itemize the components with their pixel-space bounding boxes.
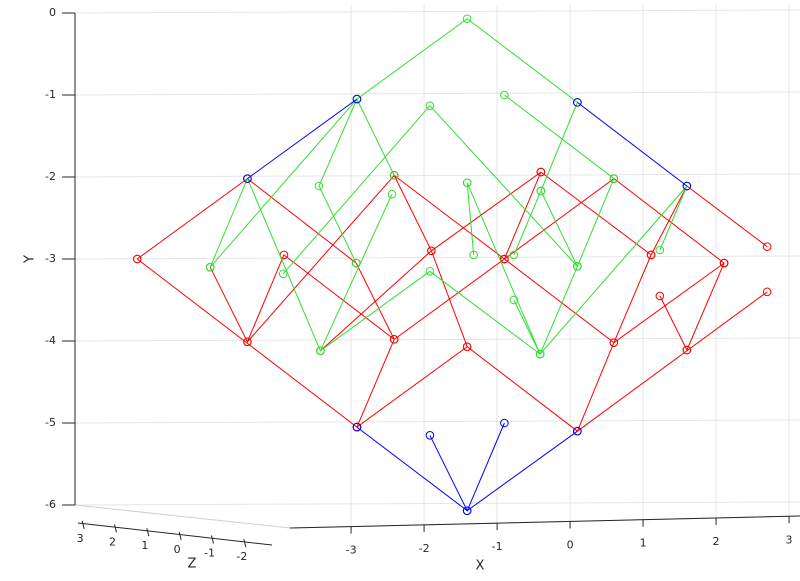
data-point	[389, 171, 399, 180]
y-tick-label: -4	[45, 334, 56, 347]
z-tick-label: 1	[141, 539, 148, 552]
data-point	[573, 262, 582, 271]
data-point	[425, 431, 435, 440]
data-point	[462, 342, 472, 352]
y-tick-label: -2	[45, 170, 56, 183]
data-point	[509, 250, 519, 260]
grid-line	[74, 91, 800, 96]
x-axis-title: X	[476, 559, 485, 574]
data-point	[762, 287, 772, 297]
floor-edge	[74, 504, 291, 529]
data-point	[427, 246, 436, 256]
data-point	[682, 181, 692, 191]
y-tick-label: 0	[49, 6, 56, 19]
data-point	[655, 245, 665, 255]
data-point	[536, 186, 546, 196]
data-point	[352, 94, 362, 104]
data-point	[462, 506, 472, 516]
data-point	[762, 242, 772, 251]
x-tick-label: -1	[492, 540, 503, 553]
z-axis-title: Z	[188, 557, 197, 572]
data-point	[682, 345, 692, 355]
grid	[74, 5, 800, 527]
data-point	[243, 337, 252, 347]
grid-line	[74, 419, 800, 424]
y-axis-title: Y	[23, 255, 38, 264]
z-tick-label: 2	[109, 536, 116, 549]
z-tick-label: -1	[204, 547, 215, 560]
data-point	[425, 101, 435, 110]
data-point	[352, 422, 362, 432]
data-point	[573, 98, 582, 107]
data-point	[500, 254, 509, 264]
x-tick-label: 2	[713, 535, 720, 548]
data-point	[462, 14, 472, 24]
data-point	[316, 346, 325, 356]
data-point	[509, 295, 519, 305]
series-line	[136, 171, 768, 432]
data-point	[243, 174, 252, 183]
x-tick-label: -2	[419, 542, 430, 555]
data-point	[535, 349, 545, 359]
z-axis-line	[77, 522, 273, 546]
data-point	[389, 335, 399, 344]
y-tick-label: -5	[45, 416, 56, 429]
data-point	[469, 250, 479, 260]
x-tick-label: 3	[786, 533, 793, 546]
z-tick-label: -2	[236, 550, 247, 563]
y-tick-label: -6	[45, 498, 56, 511]
data-point	[278, 269, 288, 279]
z-tick	[178, 531, 182, 540]
data-point	[314, 181, 324, 191]
data-point	[132, 254, 142, 264]
data-point	[351, 258, 361, 268]
z-tick-label: 3	[77, 532, 84, 545]
data-point	[387, 189, 397, 199]
grid-line	[74, 337, 800, 342]
y-tick-label: -3	[45, 252, 56, 265]
grid-line	[74, 501, 800, 506]
z-tick	[81, 520, 85, 529]
data-point	[609, 174, 619, 183]
x-axis-line	[289, 515, 800, 529]
data-point	[646, 250, 656, 260]
data-point	[500, 418, 509, 428]
series-line	[247, 98, 688, 512]
data-point	[719, 258, 729, 268]
data-point	[573, 426, 582, 436]
grid-line	[74, 255, 800, 260]
x-tick-label: 0	[567, 538, 574, 551]
y-tick-label: -1	[45, 88, 56, 101]
z-tick-label: 0	[174, 543, 181, 556]
x-tick-label: -3	[346, 544, 357, 557]
z-tick	[243, 539, 247, 548]
series-line	[209, 18, 688, 356]
grid-line	[74, 9, 800, 14]
data-point	[425, 267, 435, 276]
data-point	[462, 178, 472, 188]
data-point	[500, 90, 509, 100]
data-point	[609, 338, 619, 347]
data-point	[205, 262, 215, 272]
grid-line	[74, 173, 800, 178]
z-tick	[114, 524, 117, 533]
z-tick	[146, 528, 150, 537]
data-point	[655, 291, 665, 301]
plot-area	[132, 14, 772, 516]
x-tick-label: 1	[640, 537, 647, 550]
data-point	[536, 167, 546, 177]
z-tick	[211, 535, 214, 544]
